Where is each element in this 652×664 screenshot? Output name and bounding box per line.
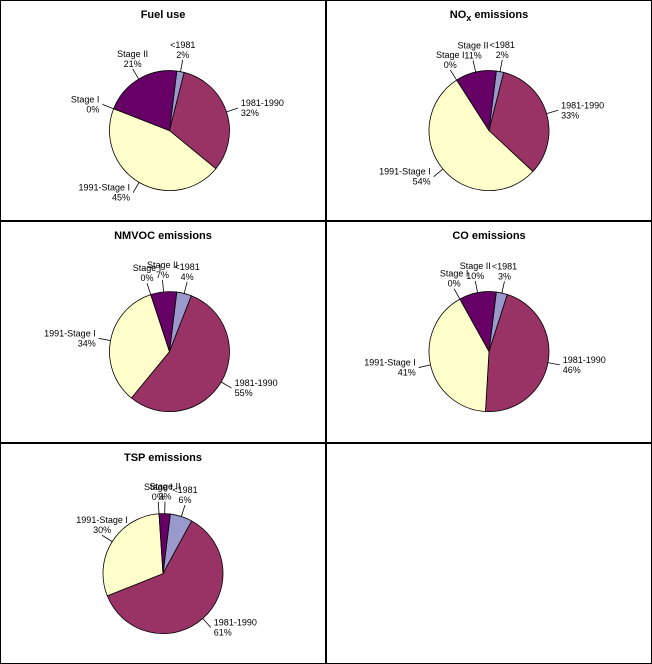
slice-label: <19812% xyxy=(170,40,195,60)
slice-label: 1981-199033% xyxy=(561,100,604,120)
slice-label: Stage I0% xyxy=(440,269,469,289)
slice-label: <19812% xyxy=(490,40,515,60)
chart-title: NMVOC emissions xyxy=(1,230,325,242)
slice-label: <19813% xyxy=(492,262,517,282)
slice-label: 1991-Stage I41% xyxy=(364,358,416,378)
slice-label: 1981-199046% xyxy=(563,355,606,375)
chart-title: TSP emissions xyxy=(1,452,325,464)
chart-title: Fuel use xyxy=(1,9,325,21)
chart-cell: Fuel use <19812% 1981-199032% 1991-Stage I4… xyxy=(0,0,326,221)
chart-cell: CO emissions <19813% 1981-199046% 1991-Stag… xyxy=(326,221,652,442)
chart-cell: TSP emissions<19816%1981-199061%1991-Sta… xyxy=(0,443,326,664)
pie-chart: <19814%1981-199055%1991-Stage I34%Stage … xyxy=(1,242,325,441)
slice-label: 1991-Stage I54% xyxy=(379,167,431,187)
pie-chart: <19812% 1981-199032% 1991-Stage I45% Stage … xyxy=(1,21,325,220)
pie-chart: <19812% 1981-199033% 1991-Stage I54% Stage … xyxy=(327,21,651,220)
slice-label: 1981-199032% xyxy=(241,98,284,118)
slice-label: Stage I0% xyxy=(71,94,100,114)
chart-cell: NMVOC emissions <19814% 1981-199055% 1991-S… xyxy=(0,221,326,442)
pie-chart: <19816%1981-199061%1991-Stage I30%Stage … xyxy=(1,464,325,663)
slice-label: 1981-199055% xyxy=(235,378,278,398)
slice-label: 1991-Stage I34% xyxy=(44,329,96,349)
slice-label: Stage I0% xyxy=(436,50,465,70)
slice-label: 1981-199061% xyxy=(214,617,257,637)
slice-label: Stage II21% xyxy=(117,49,148,69)
slice-label: <19814% xyxy=(175,262,200,282)
chart-cell xyxy=(326,443,652,664)
slice-label: 1991-Stage I45% xyxy=(78,183,130,203)
chart-cell: NOx emissions<19812%1981-199033%1991-Sta… xyxy=(326,0,652,221)
chart-title: CO emissions xyxy=(327,230,651,242)
pie-chart: <19813% 1981-199046% 1991-Stage I41% Stage … xyxy=(327,242,651,441)
